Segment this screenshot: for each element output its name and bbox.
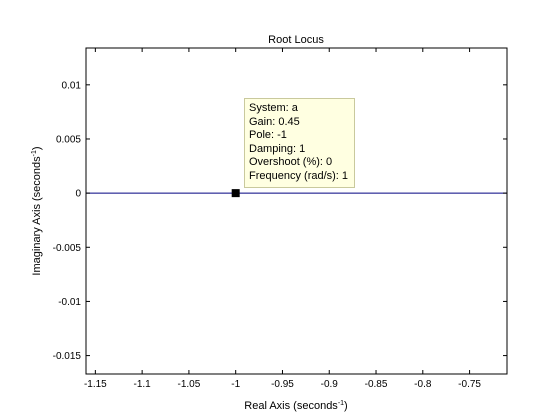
axes-box bbox=[85, 47, 508, 375]
y-tick-label: -0.015 bbox=[53, 351, 82, 362]
x-tick-label: -0.95 bbox=[271, 379, 294, 390]
y-tick-label: 0.005 bbox=[56, 134, 81, 145]
x-tick-label: -0.85 bbox=[365, 379, 388, 390]
x-tick-label: -1 bbox=[231, 379, 240, 390]
datatip-overshoot: Overshoot (%): 0 bbox=[249, 156, 333, 168]
chart-title: Root Locus bbox=[268, 34, 324, 46]
x-tick-label: -1.05 bbox=[178, 379, 201, 390]
y-tick-label: 0 bbox=[75, 189, 81, 200]
y-tick-label: 0.01 bbox=[62, 80, 82, 91]
x-tick-label: -1.15 bbox=[84, 379, 107, 390]
datatip-pole: Pole: -1 bbox=[249, 129, 287, 141]
x-tick-label: -1.1 bbox=[134, 379, 152, 390]
y-tick-label: -0.005 bbox=[53, 243, 82, 254]
datatip-damping: Damping: 1 bbox=[249, 142, 306, 155]
x-tick-label: -0.8 bbox=[414, 379, 432, 390]
y-tick-label: -0.01 bbox=[58, 297, 81, 308]
y-axis-label: Imaginary Axis (seconds-1) bbox=[31, 146, 43, 275]
x-tick-label: -0.75 bbox=[458, 379, 481, 390]
x-axis-label: Real Axis (seconds-1) bbox=[244, 400, 347, 412]
datatip-frequency: Frequency (rad/s): 1 bbox=[249, 169, 349, 182]
datatip-system: System: a bbox=[249, 102, 298, 114]
datatip-box: System: a Gain: 0.45 Pole: -1 Damping: 1… bbox=[244, 98, 355, 188]
plot-area bbox=[86, 48, 507, 374]
pole-marker bbox=[231, 189, 240, 198]
x-tick-label: -0.9 bbox=[321, 379, 339, 390]
datatip-gain: Gain: 0.45 bbox=[249, 115, 300, 128]
